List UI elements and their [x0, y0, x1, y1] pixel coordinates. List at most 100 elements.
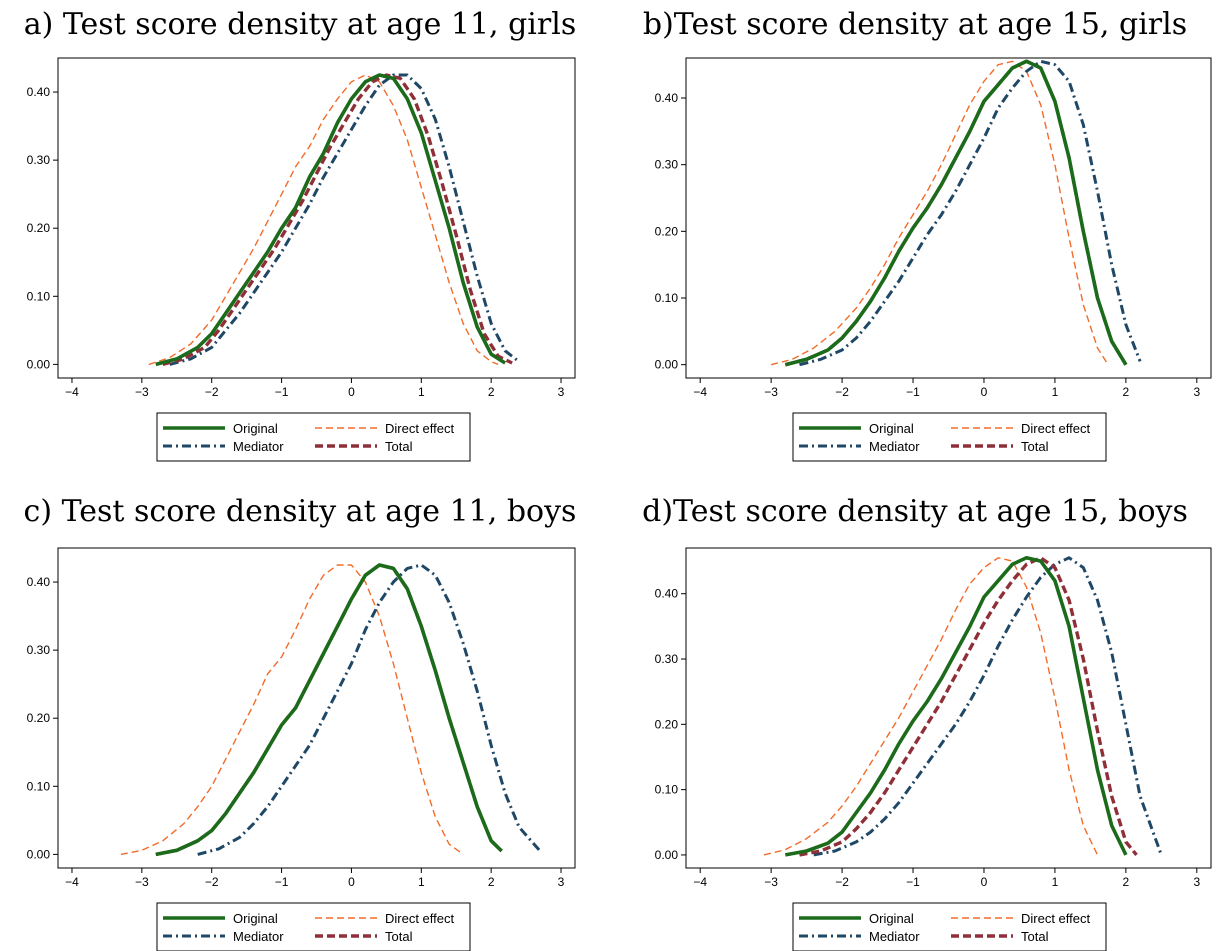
- series-line-mediator: [813, 556, 1163, 857]
- legend: Original Direct effect Mediator Total: [156, 412, 471, 462]
- legend-label: Mediator: [869, 929, 920, 944]
- series-line-mediator: [799, 59, 1142, 367]
- legend: Original Direct effect Mediator Total: [792, 412, 1107, 462]
- legend-label: Direct effect: [1021, 421, 1091, 436]
- x-tick-label: 0: [981, 875, 988, 889]
- y-tick-label: 0.20: [655, 717, 679, 731]
- legend-label: Direct effect: [385, 911, 455, 926]
- x-tick-label: 0: [348, 385, 355, 399]
- series-line-original: [784, 555, 1128, 857]
- legend-box: [792, 412, 1107, 462]
- legend-box: [156, 412, 471, 462]
- x-tick-label: 2: [488, 385, 495, 399]
- x-tick-label: −1: [906, 875, 920, 889]
- legend-label: Original: [233, 911, 278, 926]
- y-tick-label: 0.10: [655, 783, 679, 797]
- legend-label: Mediator: [869, 439, 920, 454]
- legend: Original Direct effect Mediator Total: [156, 902, 471, 951]
- plot-frame: [685, 547, 1212, 869]
- y-tick-label: 0.40: [655, 91, 679, 105]
- x-tick-label: 0: [348, 875, 355, 889]
- x-tick-label: 3: [558, 385, 565, 399]
- legend-label: Direct effect: [1021, 911, 1091, 926]
- x-tick-label: −2: [205, 385, 219, 399]
- legend-box: [792, 902, 1107, 951]
- series-line-total: [799, 556, 1138, 857]
- y-tick-label: 0.30: [655, 158, 679, 172]
- panel-1: a) Test score density at age 11, girls 0.…: [24, 7, 576, 462]
- series-line-total: [784, 59, 1128, 367]
- legend-label: Original: [869, 911, 914, 926]
- y-tick-label: 0.10: [27, 779, 51, 793]
- series-line-direct-effect: [148, 74, 499, 366]
- y-tick-label: 0.20: [27, 221, 51, 235]
- y-tick-label: 0.30: [655, 652, 679, 666]
- x-tick-label: −1: [275, 385, 289, 399]
- y-tick-label: 0.10: [27, 289, 51, 303]
- legend-label: Total: [1021, 439, 1049, 454]
- plot-frame: [57, 547, 576, 869]
- x-tick-label: −3: [764, 875, 778, 889]
- x-tick-label: 1: [1052, 385, 1059, 399]
- x-tick-label: 2: [1123, 875, 1130, 889]
- y-tick-label: 0.30: [27, 643, 51, 657]
- legend-label: Original: [233, 421, 278, 436]
- series-line-original: [155, 563, 503, 857]
- legend-label: Total: [385, 929, 413, 944]
- plot-frame: [685, 57, 1212, 379]
- series-line-original: [155, 73, 507, 367]
- legend-label: Total: [1021, 929, 1049, 944]
- x-tick-label: −3: [135, 875, 149, 889]
- panel-2: b)Test score density at age 15, girls 0.0…: [643, 7, 1212, 462]
- x-tick-label: 2: [1123, 385, 1130, 399]
- y-tick-label: 0.00: [655, 848, 679, 862]
- panel-4: d)Test score density at age 15, boys 0.00…: [642, 494, 1212, 951]
- x-tick-label: −4: [65, 385, 79, 399]
- x-tick-label: 1: [418, 875, 425, 889]
- x-tick-label: −3: [764, 385, 778, 399]
- legend-label: Mediator: [233, 929, 284, 944]
- legend-label: Mediator: [233, 439, 284, 454]
- x-tick-label: 3: [558, 875, 565, 889]
- legend-box: [156, 902, 471, 951]
- x-tick-label: −2: [835, 875, 849, 889]
- x-tick-label: −2: [835, 385, 849, 399]
- x-tick-label: 1: [1052, 875, 1059, 889]
- y-tick-label: 0.00: [655, 358, 679, 372]
- series-line-total: [155, 563, 503, 857]
- x-tick-label: 0: [981, 385, 988, 399]
- panel-title: c) Test score density at age 11, boys: [24, 494, 577, 529]
- x-tick-label: 1: [418, 385, 425, 399]
- y-tick-label: 0.00: [27, 847, 51, 861]
- legend: Original Direct effect Mediator Total: [792, 902, 1107, 951]
- x-tick-label: 3: [1193, 875, 1200, 889]
- series-line-direct-effect: [763, 557, 1099, 856]
- y-tick-label: 0.40: [27, 85, 51, 99]
- series-line-direct-effect: [770, 60, 1109, 366]
- x-tick-label: −1: [275, 875, 289, 889]
- series-line-direct-effect: [120, 564, 464, 856]
- y-tick-label: 0.40: [27, 575, 51, 589]
- x-tick-label: −4: [693, 875, 707, 889]
- x-tick-label: −4: [65, 875, 79, 889]
- panel-title: a) Test score density at age 11, girls: [24, 7, 576, 42]
- series-line-mediator: [169, 73, 521, 366]
- x-tick-label: 3: [1193, 385, 1200, 399]
- x-tick-label: −2: [205, 875, 219, 889]
- y-tick-label: 0.00: [27, 357, 51, 371]
- panel-title: b)Test score density at age 15, girls: [643, 7, 1187, 42]
- y-tick-label: 0.20: [27, 711, 51, 725]
- x-tick-label: −4: [693, 385, 707, 399]
- legend-label: Total: [385, 439, 413, 454]
- series-line-original: [784, 59, 1128, 367]
- series-line-mediator: [197, 563, 542, 856]
- panel-title: d)Test score density at age 15, boys: [642, 494, 1188, 529]
- y-tick-label: 0.20: [655, 224, 679, 238]
- x-tick-label: 2: [488, 875, 495, 889]
- x-tick-label: −1: [906, 385, 920, 399]
- series-line-total: [162, 73, 513, 367]
- legend-label: Original: [869, 421, 914, 436]
- legend-label: Direct effect: [385, 421, 455, 436]
- plot-frame: [57, 57, 576, 379]
